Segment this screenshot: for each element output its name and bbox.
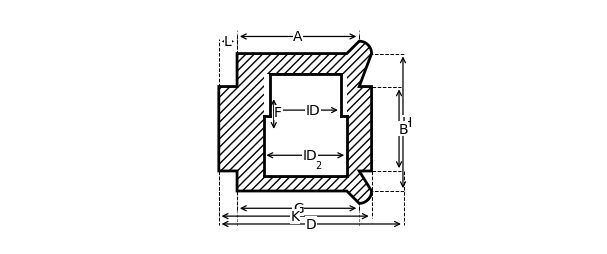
Polygon shape: [270, 75, 341, 176]
Text: ID: ID: [303, 149, 317, 163]
Text: F: F: [274, 106, 282, 120]
Text: B: B: [398, 122, 408, 136]
Polygon shape: [219, 42, 371, 203]
Text: L: L: [224, 35, 232, 49]
Text: K: K: [291, 209, 300, 223]
Text: ID: ID: [306, 104, 320, 118]
Text: G: G: [293, 201, 304, 215]
Text: H: H: [402, 116, 412, 130]
Polygon shape: [263, 75, 347, 176]
Text: 2: 2: [316, 160, 322, 170]
Text: A: A: [293, 30, 303, 44]
Text: D: D: [306, 217, 317, 231]
